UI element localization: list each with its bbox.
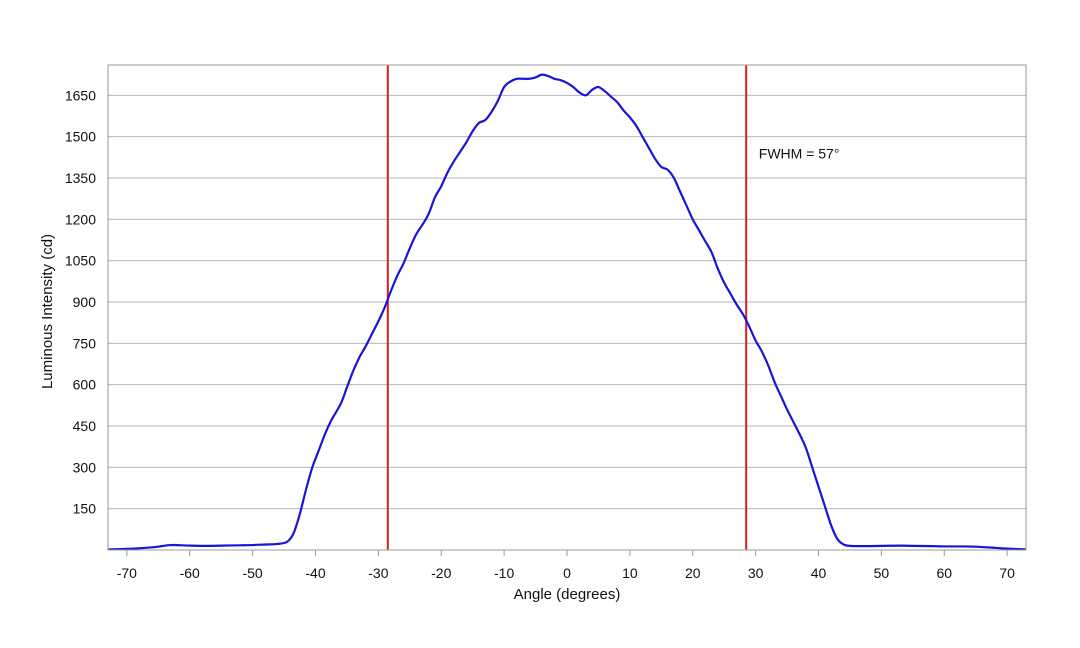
grid-layer bbox=[108, 94, 1026, 510]
x-tick-label: -50 bbox=[242, 565, 262, 581]
y-axis-title: Luminous Intensity (cd) bbox=[39, 234, 56, 389]
x-tick-label: 10 bbox=[622, 565, 638, 581]
x-tick-label: 30 bbox=[748, 565, 764, 581]
y-tick-label: 1350 bbox=[65, 170, 96, 186]
y-tick-label: 150 bbox=[73, 501, 97, 517]
y-tick-label: 1050 bbox=[65, 253, 96, 269]
x-tick-label: -60 bbox=[180, 565, 200, 581]
x-axis-tick-labels: -70 -60 -50 -40 -30 -20 -10 0 10 20 30 40 50 60 70 bbox=[117, 550, 1015, 581]
series-layer bbox=[107, 73, 1027, 551]
y-tick-label: 600 bbox=[73, 377, 97, 393]
plot-frame bbox=[107, 64, 1027, 551]
x-tick-label: -10 bbox=[494, 565, 514, 581]
annotations: FWHM = 57° bbox=[759, 146, 840, 162]
y-tick-label: 1200 bbox=[65, 211, 96, 227]
y-tick-label: 900 bbox=[73, 294, 97, 310]
intensity-curve-line bbox=[107, 73, 1027, 551]
x-tick-label: 20 bbox=[685, 565, 701, 581]
fwhm-annotation: FWHM = 57° bbox=[759, 146, 840, 162]
y-tick-label: 750 bbox=[73, 335, 97, 351]
x-tick-label: -30 bbox=[368, 565, 388, 581]
y-tick-label: 450 bbox=[73, 418, 97, 434]
x-tick-label: -70 bbox=[117, 565, 137, 581]
x-tick-label: 60 bbox=[936, 565, 952, 581]
reference-lines bbox=[386, 65, 748, 550]
y-tick-label: 1650 bbox=[65, 87, 96, 103]
y-axis-tick-labels: 150 300 450 600 750 900 1050 1200 1350 1500 1650 bbox=[65, 87, 96, 516]
x-tick-label: 50 bbox=[874, 565, 890, 581]
y-tick-label: 300 bbox=[73, 459, 97, 475]
x-tick-label: 0 bbox=[563, 565, 571, 581]
y-tick-label: 1500 bbox=[65, 129, 96, 145]
x-tick-label: 40 bbox=[811, 565, 827, 581]
x-tick-label: 70 bbox=[999, 565, 1015, 581]
x-axis-title: Angle (degrees) bbox=[514, 586, 621, 603]
x-tick-label: -40 bbox=[305, 565, 325, 581]
x-tick-label: -20 bbox=[431, 565, 451, 581]
